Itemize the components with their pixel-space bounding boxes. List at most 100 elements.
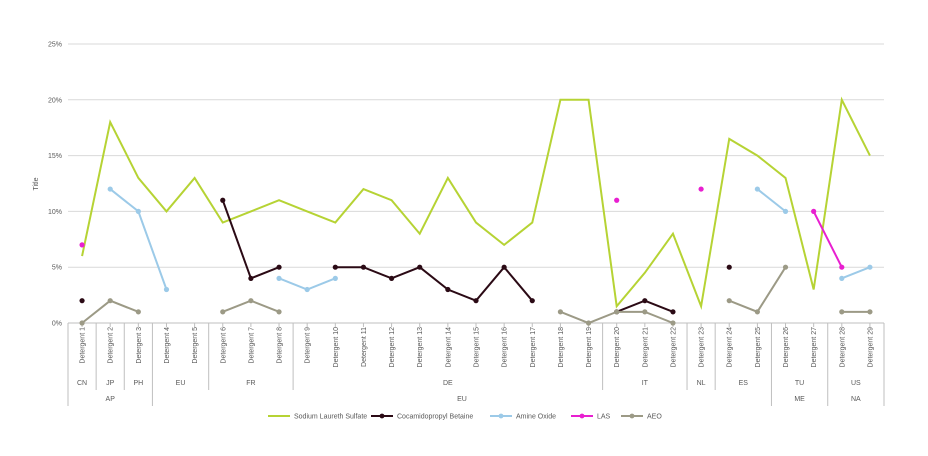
series-sodium-laureth-sulfate — [81, 96, 871, 311]
x-tick-label: Detergent 27 — [811, 327, 818, 368]
data-point — [867, 264, 873, 270]
data-point — [642, 298, 648, 304]
x-tick-label: Detergent 26 — [783, 327, 790, 368]
series-cocamidopropyl-betaine — [79, 197, 732, 315]
data-point — [276, 264, 282, 270]
x-tick-label: Detergent 24 — [727, 327, 734, 368]
data-point — [670, 320, 676, 326]
legend-marker — [498, 413, 504, 419]
country-label: JP — [106, 380, 115, 387]
series-line-segment — [841, 266, 871, 280]
data-point — [839, 264, 845, 270]
data-point — [529, 298, 535, 304]
data-point — [248, 298, 254, 304]
gridlines — [68, 43, 884, 324]
data-point — [642, 309, 648, 315]
x-tick-label: Detergent 17 — [530, 327, 537, 368]
legend-marker — [629, 413, 635, 419]
data-point — [107, 298, 113, 304]
x-tick-label: Detergent 20 — [614, 327, 621, 368]
country-label: FR — [246, 380, 255, 387]
country-label: ES — [739, 380, 749, 387]
x-axis: Detergent 1 Detergent 2 Detergent 3 Deterge… — [67, 323, 885, 406]
legend-label: LAS — [597, 414, 611, 421]
x-tick-label: Detergent 28 — [839, 327, 846, 368]
series-lines — [79, 96, 873, 326]
region-label: ME — [794, 396, 805, 403]
x-tick-label: Detergent 2 — [108, 327, 115, 364]
x-tick-label: Detergent 22 — [670, 327, 677, 368]
y-tick-label: 15% — [48, 153, 62, 160]
country-label: PH — [133, 380, 143, 387]
x-tick-label: Detergent 3 — [136, 327, 143, 364]
x-tick-label: Detergent 25 — [755, 327, 762, 368]
x-tick-label: Detergent 6 — [220, 327, 227, 364]
y-axis-ticks: 0% 5% 10% 15% 20% 25% — [48, 42, 62, 328]
x-tick-label: Detergent 13 — [417, 327, 424, 368]
y-tick-label: 10% — [48, 209, 62, 216]
data-point — [473, 298, 479, 304]
data-point — [726, 298, 732, 304]
country-label: CN — [77, 380, 87, 387]
series-line-segment — [756, 188, 787, 213]
legend-label: Amine Oxide — [516, 414, 556, 421]
data-point — [726, 264, 732, 270]
data-point — [445, 286, 451, 293]
legend-marker — [579, 413, 585, 419]
x-tick-label: Detergent 5 — [192, 327, 199, 364]
data-point — [248, 275, 254, 281]
country-label: DE — [443, 380, 453, 387]
data-point — [811, 208, 817, 214]
region-label: NA — [851, 396, 861, 403]
y-axis-label: Title — [33, 177, 40, 190]
data-point — [614, 197, 620, 203]
x-tick-label: Detergent 14 — [445, 327, 452, 368]
x-tick-label: Detergent 4 — [164, 327, 171, 364]
y-tick-label: 20% — [48, 97, 62, 104]
data-point — [782, 208, 789, 214]
x-tick-label: Detergent 19 — [586, 327, 593, 368]
data-point — [220, 309, 226, 315]
data-point — [304, 286, 310, 293]
x-tick-label: Detergent 8 — [277, 327, 284, 364]
x-tick-label: Detergent 29 — [867, 327, 874, 368]
country-label: TU — [795, 380, 804, 387]
data-point — [79, 242, 85, 248]
legend-label: AEO — [647, 414, 662, 421]
y-tick-label: 25% — [48, 42, 62, 49]
x-tick-label: Detergent 23 — [699, 327, 706, 368]
data-point — [839, 275, 845, 281]
data-point — [585, 320, 592, 326]
series-line-segment — [109, 188, 168, 290]
region-label: AP — [106, 396, 116, 403]
country-label: NL — [697, 380, 706, 387]
data-point — [614, 309, 620, 315]
country-label: EU — [176, 380, 186, 387]
legend-label: Sodium Laureth Sulfate — [294, 414, 367, 421]
data-point — [135, 309, 141, 315]
data-point — [79, 320, 85, 326]
data-point — [135, 208, 141, 214]
x-tick-label: Detergent 16 — [502, 327, 509, 368]
series-aeo — [79, 264, 873, 326]
legend-label: Cocamidopropyl Betaine — [397, 414, 473, 421]
data-point — [782, 264, 789, 270]
country-label: IT — [642, 380, 649, 387]
country-label: US — [851, 380, 861, 387]
x-tick-label: Detergent 21 — [642, 327, 649, 368]
series-amine-oxide — [107, 186, 873, 293]
data-point — [220, 197, 226, 203]
data-point — [754, 309, 760, 315]
data-point — [276, 275, 282, 281]
data-point — [388, 275, 395, 281]
series-line-segment — [335, 265, 534, 302]
x-tick-label: Detergent 11 — [361, 327, 368, 367]
series-line-segment — [81, 299, 139, 324]
x-tick-label: Detergent 7 — [248, 327, 255, 364]
data-point — [360, 264, 367, 270]
series-line-segment — [728, 266, 787, 314]
y-tick-label: 0% — [52, 321, 62, 328]
data-point — [867, 309, 873, 315]
data-point — [557, 309, 564, 315]
series-line-segment — [81, 96, 871, 311]
